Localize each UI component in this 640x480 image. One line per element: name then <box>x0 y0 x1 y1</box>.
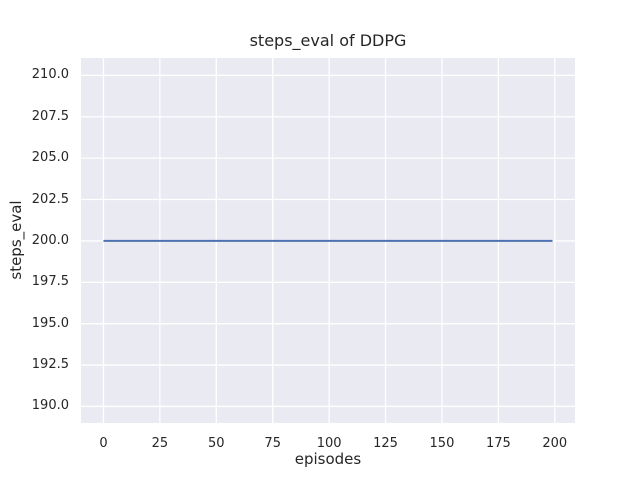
y-tick-label: 207.5 <box>31 108 69 124</box>
x-tick-label: 50 <box>208 436 225 451</box>
y-tick-label: 210.0 <box>31 67 69 83</box>
y-tick-label: 190.0 <box>31 398 69 414</box>
x-tick-label: 125 <box>373 436 398 451</box>
x-tick-label: 75 <box>264 436 281 451</box>
y-tick-label: 195.0 <box>31 315 69 331</box>
x-tick-label: 25 <box>151 436 169 451</box>
x-axis-label: episodes <box>294 450 362 468</box>
x-tick-label: 175 <box>485 436 511 451</box>
chart-title: steps_eval of DDPG <box>249 31 407 50</box>
y-tick-label: 205.0 <box>31 150 69 166</box>
x-tick-label: 150 <box>429 436 455 451</box>
x-tick-label: 0 <box>99 436 108 451</box>
y-tick-label: 192.5 <box>31 357 69 373</box>
y-tick-label: 197.5 <box>31 274 69 290</box>
plot-svg <box>81 58 575 423</box>
plot-area <box>81 58 575 423</box>
x-tick-label: 100 <box>316 436 342 451</box>
y-tick-label: 202.5 <box>31 191 69 207</box>
y-tick-label: 200.0 <box>31 232 69 248</box>
x-tick-label: 200 <box>542 436 568 451</box>
